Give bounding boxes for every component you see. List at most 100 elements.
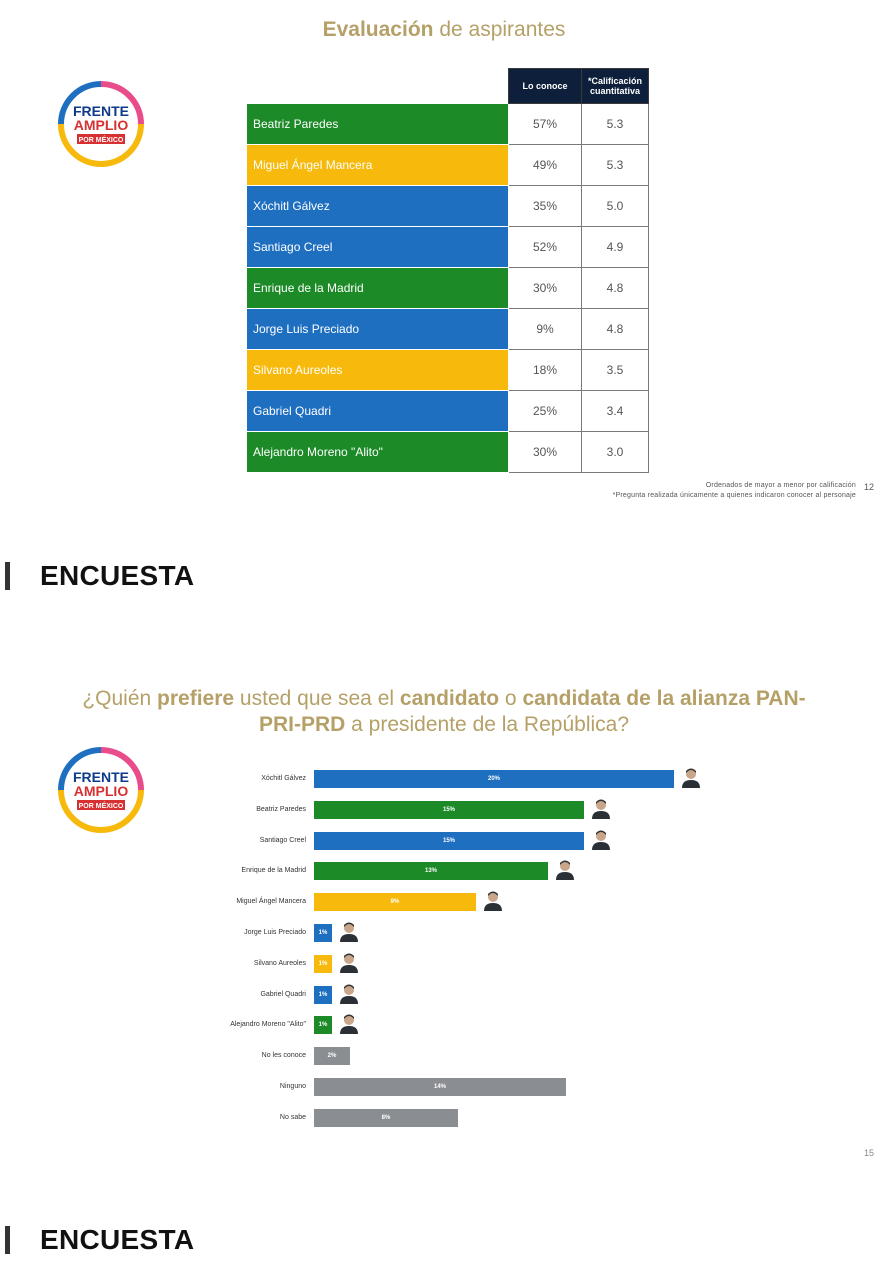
- bar: [314, 924, 332, 942]
- title-bold: candidata de la alianza PAN-: [522, 687, 806, 710]
- logo-line2: AMPLIO: [74, 117, 129, 133]
- candidate-name-cell: Beatriz Paredes: [246, 103, 509, 145]
- bar-category-label: Xóchitl Gálvez: [261, 775, 306, 782]
- bar-category-label: Enrique de la Madrid: [241, 867, 306, 875]
- score-cell: 3.4: [581, 390, 649, 432]
- logo-line1: FRENTE: [73, 103, 129, 119]
- candidate-name-cell: Gabriel Quadri: [246, 390, 509, 432]
- bar-category-label: Alejandro Moreno "Alito": [230, 1021, 306, 1029]
- candidate-name-cell: Silvano Aureoles: [246, 349, 509, 391]
- score-cell: 5.0: [581, 185, 649, 227]
- table-row: Silvano Aureoles 18% 3.5: [246, 349, 649, 391]
- title-part: o: [499, 687, 523, 710]
- knows-cell: 9%: [508, 308, 582, 350]
- score-cell: 3.5: [581, 349, 649, 391]
- footnote: Ordenados de mayor a menor por calificac…: [613, 481, 856, 501]
- header-score: *Calificación cuantitativa: [581, 68, 649, 104]
- bar: [314, 770, 674, 788]
- frente-amplio-logo-2: FRENTE AMPLIO POR MÉXICO: [55, 744, 147, 836]
- candidate-photo-icon: [592, 799, 610, 819]
- header-blank: [246, 68, 509, 104]
- section-title-1: ENCUESTA: [40, 560, 195, 591]
- section-title-2: ENCUESTA: [40, 1224, 195, 1255]
- candidate-name-cell: Enrique de la Madrid: [246, 267, 509, 309]
- knows-cell: 57%: [508, 103, 582, 145]
- bar: [314, 1108, 458, 1127]
- bar: [314, 1047, 350, 1066]
- bar: [314, 800, 584, 819]
- table-header-row: Lo conoce *Calificación cuantitativa: [246, 68, 649, 104]
- logo-ring-icon: FRENTE AMPLIO POR MÉXICO: [58, 747, 144, 833]
- candidate-photo-icon: [340, 984, 358, 1004]
- table-row: Xóchitl Gálvez 35% 5.0: [246, 185, 649, 227]
- candidate-photo-icon: [556, 860, 574, 881]
- bar-value-label: 15%: [442, 837, 455, 844]
- footnote-line2: *Pregunta realizada únicamente a quienes…: [612, 492, 856, 499]
- page-number-12: 12: [864, 482, 875, 492]
- candidate-photo-icon: [484, 891, 502, 912]
- candidate-photo-icon: [340, 922, 358, 942]
- candidate-photo-icon: [340, 953, 358, 973]
- evaluation-table: Lo conoce *Calificación cuantitativa Bea…: [246, 68, 649, 473]
- table-row: Beatriz Paredes 57% 5.3: [246, 103, 649, 145]
- bar-category-label: Ninguno: [279, 1083, 306, 1090]
- table-row: Enrique de la Madrid 30% 4.8: [246, 267, 649, 309]
- logo-line3: POR MÉXICO: [79, 801, 124, 810]
- bar-value-label: 1%: [318, 991, 328, 998]
- logo-ring-icon: FRENTE AMPLIO POR MÉXICO: [58, 81, 144, 167]
- score-cell: 3.0: [581, 431, 649, 473]
- bar-category-label: Miguel Ángel Mancera: [236, 898, 306, 906]
- bar-category-label: Silvano Aureoles: [253, 959, 306, 967]
- score-cell: 4.9: [581, 226, 649, 268]
- title-part: ¿Quién: [82, 687, 158, 710]
- bar: [314, 1016, 332, 1035]
- slide1-title: Evaluación de aspirantes: [0, 18, 888, 42]
- bar-value-label: 20%: [487, 776, 500, 782]
- candidate-name-cell: Xóchitl Gálvez: [246, 185, 509, 227]
- title-bold: candidato: [399, 687, 500, 710]
- bar-category-label: No sabe: [279, 1113, 306, 1121]
- knows-cell: 30%: [508, 267, 582, 309]
- section-bar-1: [5, 562, 10, 590]
- bar: [314, 985, 332, 1004]
- candidate-photo-icon: [340, 1014, 358, 1035]
- bar-value-label: 8%: [381, 1114, 391, 1121]
- score-cell: 5.3: [581, 144, 649, 186]
- knows-cell: 25%: [508, 390, 582, 432]
- table-row: Santiago Creel 52% 4.9: [246, 226, 649, 268]
- bar-category-label: Jorge Luis Preciado: [244, 929, 306, 936]
- bar-category-label: Santiago Creel: [259, 836, 306, 844]
- bar-value-label: 15%: [442, 806, 455, 813]
- bar-value-label: 1%: [318, 1022, 328, 1029]
- knows-cell: 49%: [508, 144, 582, 186]
- footnote-line1: Ordenados de mayor a menor por calificac…: [705, 482, 856, 489]
- knows-cell: 18%: [508, 349, 582, 391]
- bar-category-label: Beatriz Paredes: [256, 805, 306, 813]
- slide1-title-bold: Evaluación: [322, 18, 434, 41]
- header-knows: Lo conoce: [508, 68, 582, 104]
- page-number-15: 15: [864, 1148, 875, 1158]
- title-part: usted que sea el: [234, 687, 400, 710]
- score-cell: 4.8: [581, 308, 649, 350]
- knows-cell: 30%: [508, 431, 582, 473]
- candidate-photo-icon: [682, 768, 700, 788]
- slide1-title-rest: de aspirantes: [433, 18, 566, 41]
- logo-line2: AMPLIO: [74, 783, 129, 799]
- bar: [314, 831, 584, 850]
- bar-value-label: 2%: [327, 1053, 337, 1060]
- knows-cell: 35%: [508, 185, 582, 227]
- bar-value-label: 9%: [390, 899, 400, 906]
- frente-amplio-logo: FRENTE AMPLIO POR MÉXICO: [55, 78, 147, 170]
- table-row: Gabriel Quadri 25% 3.4: [246, 390, 649, 432]
- candidate-photo-icon: [592, 830, 610, 850]
- title-bold: prefiere: [157, 687, 235, 710]
- score-cell: 4.8: [581, 267, 649, 309]
- bar-value-label: 1%: [318, 960, 328, 967]
- bar-category-label: Gabriel Quadri: [260, 990, 306, 998]
- logo-line3: POR MÉXICO: [79, 135, 124, 144]
- bar: [314, 954, 332, 973]
- title-part: a presidente de la República?: [345, 713, 630, 736]
- bar: [314, 893, 476, 912]
- bar: [314, 1078, 566, 1096]
- title-bold: PRI-PRD: [258, 713, 346, 736]
